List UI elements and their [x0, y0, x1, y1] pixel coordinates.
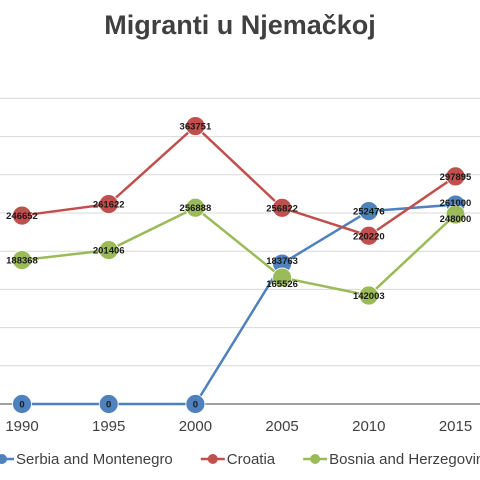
- x-tick-label: 1990: [5, 418, 38, 435]
- legend-label-1: Croatia: [227, 451, 276, 468]
- data-point: [358, 285, 379, 306]
- data-point: [12, 250, 32, 270]
- data-point: [12, 394, 32, 414]
- data-point: [358, 225, 379, 246]
- data-label: 142003: [353, 291, 385, 302]
- data-label: 0: [106, 400, 111, 411]
- legend-marker-1: [207, 454, 218, 464]
- data-point: [445, 166, 466, 187]
- data-point: [98, 394, 119, 414]
- legend-marker-2: [310, 454, 321, 464]
- data-label: 252476: [353, 207, 385, 218]
- data-label: 183763: [266, 256, 298, 267]
- data-point: [272, 267, 293, 288]
- legend-label-2: Bosnia and Herzegovina: [329, 451, 480, 468]
- data-point: [358, 201, 379, 222]
- data-point: [185, 116, 206, 136]
- data-point: [185, 197, 206, 218]
- series-line-1: [21, 124, 457, 238]
- data-label: 0: [19, 400, 24, 411]
- data-label: 165526: [266, 279, 298, 290]
- chart-title: Migranti u Njemačkoj: [104, 10, 376, 40]
- data-label: 248000: [440, 214, 472, 225]
- data-label: 246652: [6, 211, 38, 222]
- series-line-0: [22, 203, 456, 406]
- data-label: 0: [193, 400, 198, 411]
- data-label: 201406: [93, 246, 125, 257]
- data-label: 363751: [180, 122, 212, 133]
- data-point: [98, 194, 119, 215]
- x-tick-label: 2010: [352, 418, 385, 435]
- data-label: 256822: [266, 203, 298, 214]
- data-label: 220220: [353, 231, 385, 242]
- x-tick-label: 2000: [179, 418, 212, 435]
- data-label: 188368: [6, 256, 38, 267]
- data-point: [272, 197, 293, 218]
- data-label: 261622: [93, 200, 125, 211]
- x-tick-label: 2005: [265, 418, 298, 435]
- data-point: [185, 394, 206, 414]
- legend-label-0: Serbia and Montenegro: [16, 451, 173, 468]
- data-label: 297895: [440, 172, 472, 183]
- series-line-2: [21, 206, 457, 297]
- x-tick-label: 2015: [439, 418, 472, 435]
- data-point: [12, 205, 32, 226]
- data-point: [98, 240, 119, 261]
- data-label: 256888: [180, 203, 212, 214]
- data-label: 261000: [440, 198, 472, 209]
- legend-marker-0: [0, 454, 7, 464]
- data-point: [445, 204, 466, 225]
- x-tick-label: 1995: [92, 418, 125, 435]
